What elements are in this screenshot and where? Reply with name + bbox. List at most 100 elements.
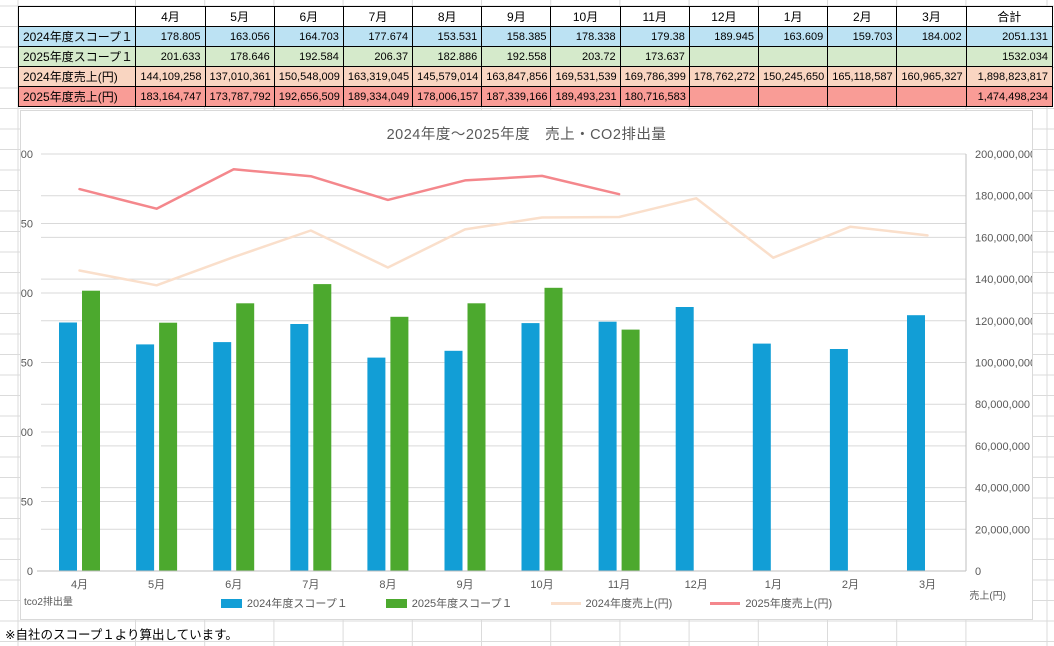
bar-2025年度スコープ１-7月 [313, 284, 332, 571]
month-header[interactable]: 1月 [758, 6, 829, 27]
value-cell[interactable]: 164.703 [273, 26, 344, 47]
value-cell[interactable]: 173.637 [619, 46, 690, 67]
total-cell[interactable]: 1,474,498,234 [965, 86, 1054, 107]
value-cell[interactable]: 189,334,049 [342, 86, 414, 107]
value-cell[interactable]: 150,548,009 [273, 66, 344, 87]
value-cell[interactable]: 201.633 [135, 46, 206, 67]
row-label[interactable]: 2024年度スコープ１ [17, 26, 137, 47]
footnote[interactable]: ※自社のスコープ１より算出しています。 [5, 628, 238, 642]
value-cell[interactable]: 160,965,327 [896, 66, 967, 87]
category-label: 11月 [608, 579, 630, 591]
corner-cell[interactable] [17, 6, 137, 27]
value-cell[interactable]: 178,762,272 [688, 66, 760, 87]
total-cell[interactable]: 2051.131 [965, 26, 1054, 47]
value-cell[interactable]: 184.002 [896, 26, 967, 47]
table-row: 2024年度スコープ１ 178.805 163.056 164.703 177.674 1… [17, 26, 1054, 47]
total-cell[interactable]: 1,898,823,817 [965, 66, 1054, 87]
value-cell[interactable]: 173,787,792 [204, 86, 275, 107]
value-cell[interactable]: 189.945 [688, 26, 760, 47]
value-cell[interactable] [688, 46, 760, 67]
value-cell[interactable]: 144,109,258 [135, 66, 206, 87]
category-label: 8月 [379, 579, 396, 591]
bar-2024年度スコープ１-9月 [444, 350, 463, 571]
total-header[interactable]: 合計 [965, 6, 1054, 27]
value-cell[interactable]: 163,847,856 [481, 66, 552, 87]
month-header[interactable]: 8月 [412, 6, 483, 27]
total-cell[interactable]: 1532.034 [965, 46, 1054, 67]
month-header[interactable]: 2月 [827, 6, 898, 27]
value-cell[interactable]: 159.703 [827, 26, 898, 47]
bar-2025年度スコープ１-9月 [467, 303, 486, 571]
value-cell[interactable]: 182.886 [412, 46, 483, 67]
value-cell[interactable] [758, 46, 829, 67]
value-cell[interactable]: 137,010,361 [204, 66, 275, 87]
value-cell[interactable]: 192.584 [273, 46, 344, 67]
month-header[interactable]: 12月 [688, 6, 760, 27]
row-label[interactable]: 2025年度売上(円) [17, 86, 137, 107]
month-header[interactable]: 9月 [481, 6, 552, 27]
value-cell[interactable]: 187,339,166 [481, 86, 552, 107]
value-cell[interactable]: 179.38 [619, 26, 690, 47]
category-label: 9月 [456, 579, 473, 591]
bar-2025年度スコープ１-5月 [159, 322, 178, 571]
value-cell[interactable]: 192,656,509 [273, 86, 344, 107]
value-cell[interactable]: 178.338 [550, 26, 621, 47]
left-axis-title: tco2排出量 [24, 597, 73, 608]
right-axis-tick: 60,000,000 [975, 441, 1030, 453]
row-label[interactable]: 2025年度スコープ１ [17, 46, 137, 67]
month-header[interactable]: 7月 [342, 6, 414, 27]
value-cell[interactable] [827, 86, 898, 107]
right-axis-tick: 140,000,000 [975, 274, 1032, 286]
value-cell[interactable]: 158.385 [481, 26, 552, 47]
month-header[interactable]: 11月 [619, 6, 690, 27]
value-cell[interactable] [758, 86, 829, 107]
table-row: 2024年度売上(円) 144,109,258 137,010,361 150,548… [17, 66, 1054, 87]
bar-2025年度スコープ１-6月 [236, 303, 255, 571]
value-cell[interactable]: 169,531,539 [550, 66, 621, 87]
legend-item: 2025年度売上(円) [710, 595, 832, 611]
value-cell[interactable]: 153.531 [412, 26, 483, 47]
month-header[interactable]: 6月 [273, 6, 344, 27]
value-cell[interactable] [896, 86, 967, 107]
value-cell[interactable]: 145,579,014 [412, 66, 483, 87]
value-cell[interactable] [827, 46, 898, 67]
chart-object[interactable]: 2024年度～2025年度 売上・CO2排出量 0 50 100 150 200 250 3… [20, 110, 1033, 620]
value-cell[interactable]: 169,786,399 [619, 66, 690, 87]
value-cell[interactable]: 178.646 [204, 46, 275, 67]
value-cell[interactable]: 177.674 [342, 26, 414, 47]
bar-2024年度スコープ１-2月 [829, 349, 848, 571]
value-cell[interactable] [688, 86, 760, 107]
month-header[interactable]: 4月 [135, 6, 206, 27]
value-cell[interactable]: 189,493,231 [550, 86, 621, 107]
value-cell[interactable] [896, 46, 967, 67]
right-axis-title: 売上(円) [969, 591, 1006, 602]
data-table[interactable]: 4月 5月 6月 7月 8月 9月 10月 11月 12月 1月 2月 3月 合計 2024年度スコープ１… [17, 6, 1054, 107]
category-label: 3月 [919, 579, 936, 591]
value-cell[interactable]: 192.558 [481, 46, 552, 67]
value-cell[interactable]: 165,118,587 [827, 66, 898, 87]
legend-label: 2025年度売上(円) [745, 598, 833, 610]
left-axis-tick: 100 [21, 427, 33, 439]
value-cell[interactable]: 183,164,747 [135, 86, 206, 107]
chart-title: 2024年度～2025年度 売上・CO2排出量 [386, 127, 667, 143]
category-label: 12月 [685, 579, 708, 591]
right-axis-tick: 200,000,000 [975, 149, 1032, 161]
month-header[interactable]: 5月 [204, 6, 275, 27]
value-cell[interactable]: 178.805 [135, 26, 206, 47]
value-cell[interactable]: 203.72 [550, 46, 621, 67]
value-cell[interactable]: 163.056 [204, 26, 275, 47]
row-label[interactable]: 2024年度売上(円) [17, 66, 137, 87]
value-cell[interactable]: 150,245,650 [758, 66, 829, 87]
bar-2024年度スコープ１-5月 [136, 344, 155, 571]
value-cell[interactable]: 163,319,045 [342, 66, 414, 87]
month-header[interactable]: 3月 [896, 6, 967, 27]
value-cell[interactable]: 206.37 [342, 46, 414, 67]
month-header[interactable]: 10月 [550, 6, 621, 27]
value-cell[interactable]: 178,006,157 [412, 86, 483, 107]
value-cell[interactable]: 163.609 [758, 26, 829, 47]
legend-bar-swatch [220, 598, 242, 608]
value-cell[interactable]: 180,716,583 [619, 86, 690, 107]
legend-line-swatch [710, 601, 741, 605]
right-axis-tick: 20,000,000 [975, 524, 1030, 536]
left-axis-tick: 250 [21, 219, 33, 231]
